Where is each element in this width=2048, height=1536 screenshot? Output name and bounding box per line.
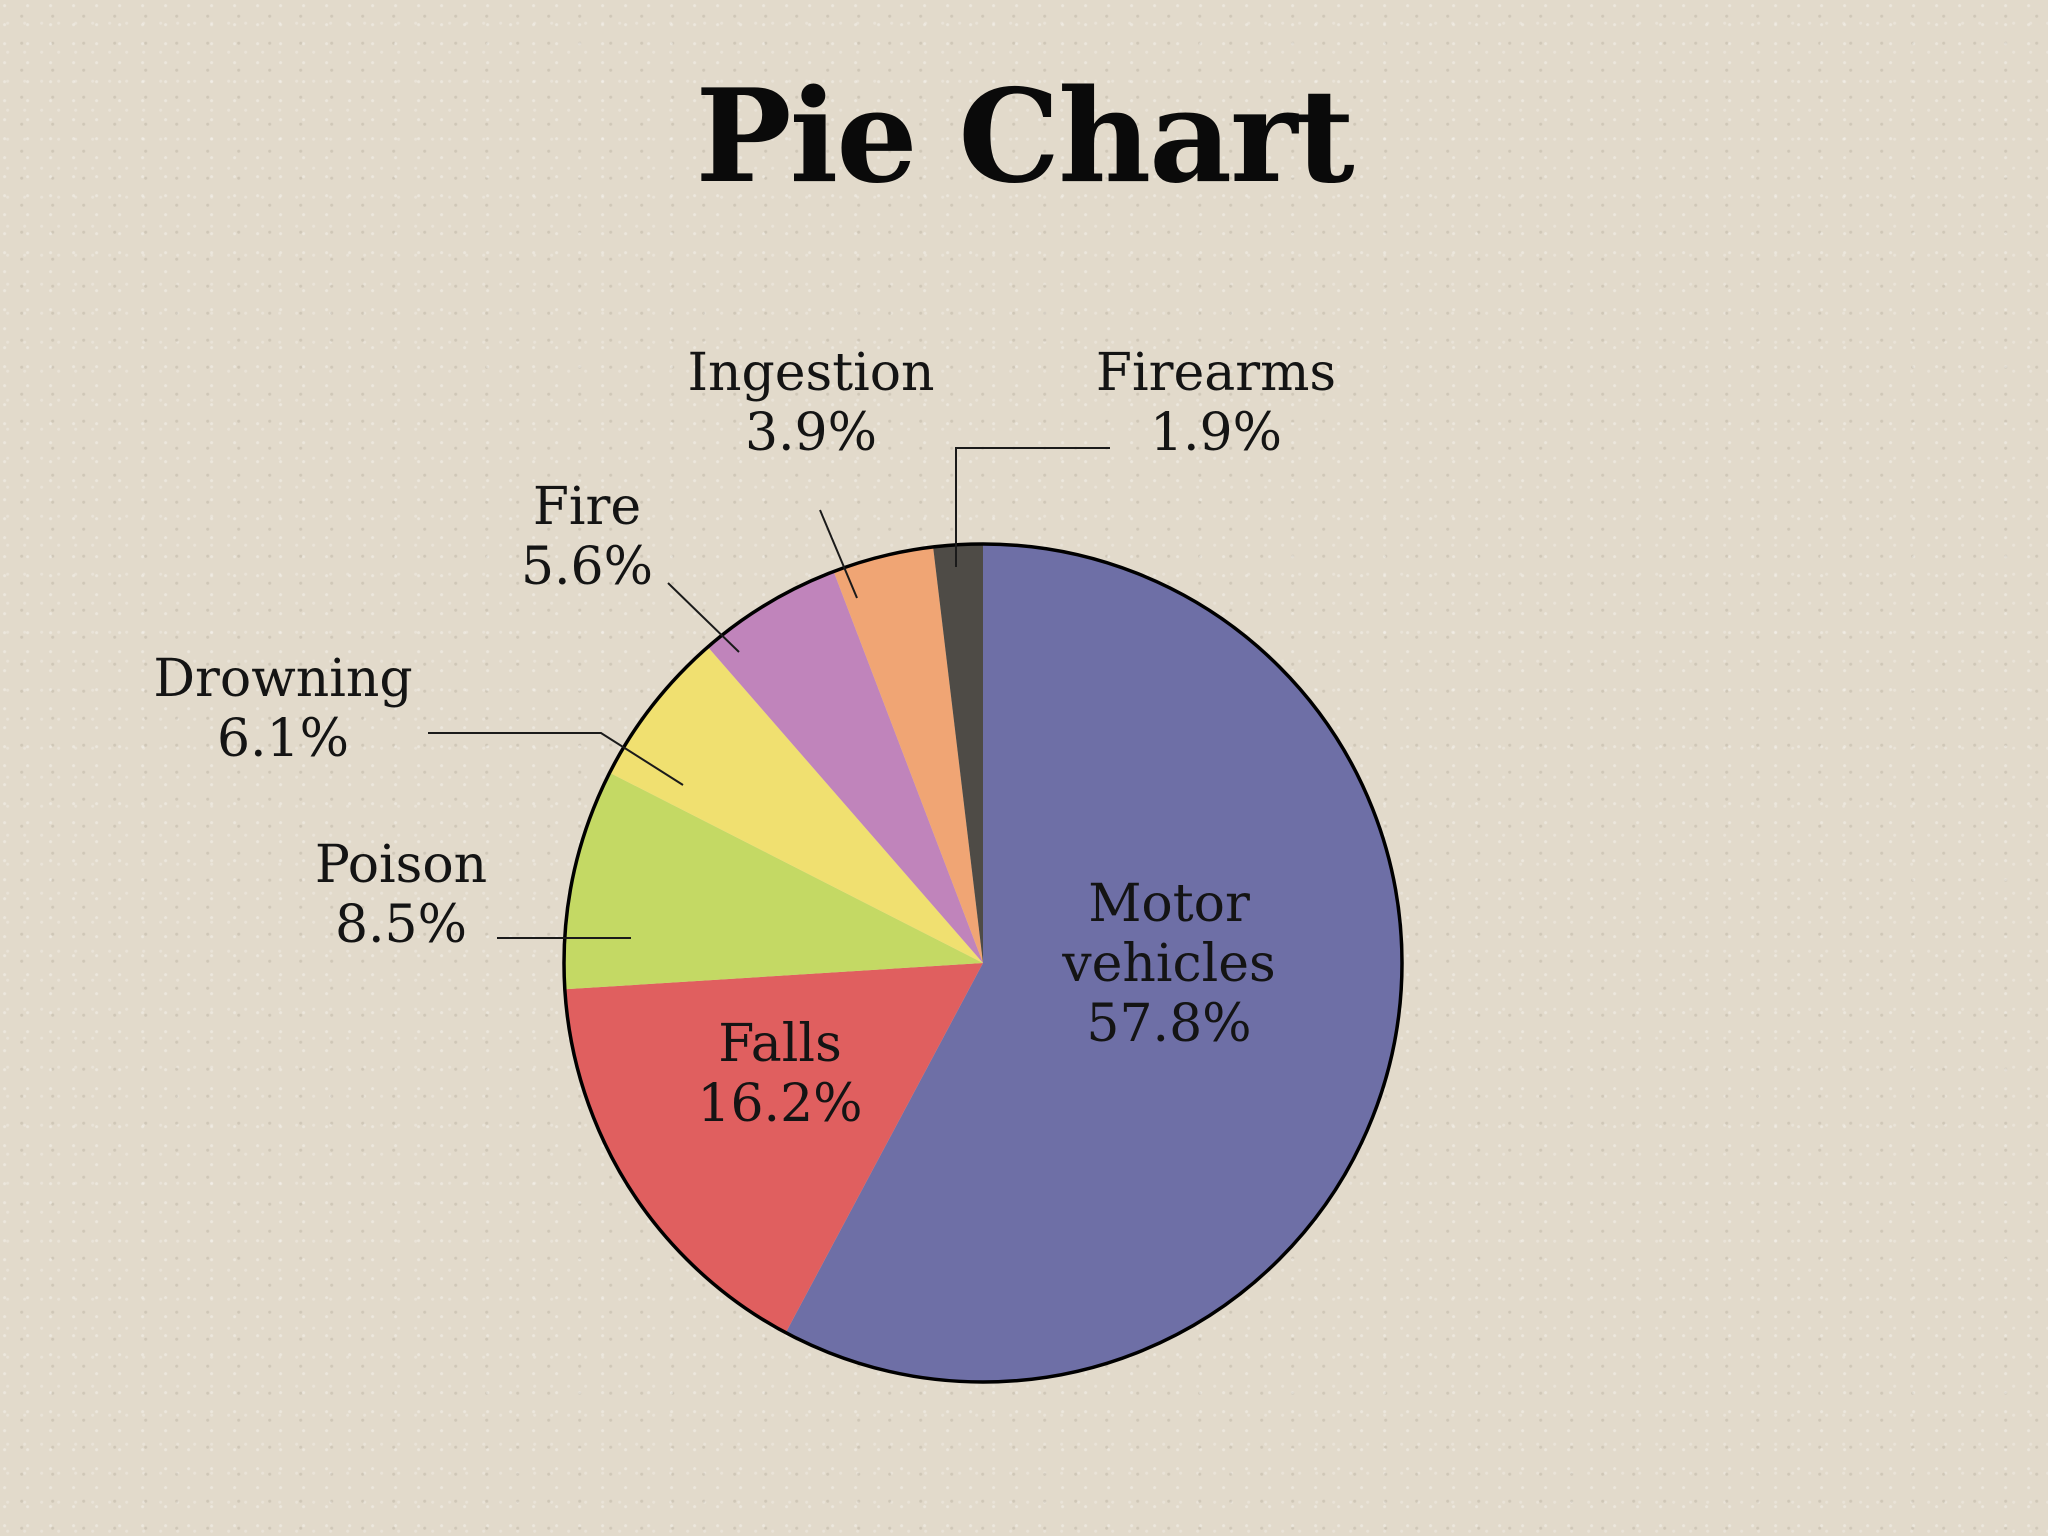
slice-labels: Motor vehicles 57.8% Falls 16.2% Poison 8.5% Dr… — [153, 343, 1336, 1134]
label-ingestion: Ingestion 3.9% — [687, 343, 934, 463]
category-label-drowning: Drowning — [153, 649, 412, 709]
slice-firearms — [933, 544, 983, 963]
label-poison: Poison 8.5% — [315, 835, 487, 955]
category-label-fire: Fire — [533, 477, 641, 537]
category-label-ingestion: Ingestion — [687, 343, 934, 403]
slice-motor — [785, 544, 1403, 1382]
slice-fire — [707, 571, 983, 963]
label-motor: Motor vehicles 57.8% — [1061, 874, 1275, 1054]
label-fire: Fire 5.6% — [521, 477, 653, 597]
value-label-motor: 57.8% — [1086, 994, 1251, 1054]
value-label-falls: 16.2% — [697, 1074, 862, 1134]
slice-ingestion — [833, 546, 983, 963]
chart-title: Pie Chart — [695, 62, 1354, 212]
category-label-firearms: Firearms — [1096, 343, 1336, 403]
value-label-fire: 5.6% — [521, 537, 653, 597]
label-firearms: Firearms 1.9% — [1096, 343, 1336, 463]
leader-line-fire — [667, 582, 740, 653]
value-label-drowning: 6.1% — [217, 709, 349, 769]
value-label-poison: 8.5% — [335, 895, 467, 955]
label-falls: Falls 16.2% — [697, 1014, 862, 1134]
pie-outline — [562, 542, 1404, 1384]
pie-slices — [564, 544, 1403, 1382]
category-label-motor: vehicles — [1061, 934, 1275, 994]
leader-line-firearms — [955, 447, 1110, 567]
label-drowning: Drowning 6.1% — [153, 649, 412, 769]
leader-lines — [428, 447, 1110, 939]
slice-drowning — [609, 646, 983, 963]
leader-line-ingestion — [819, 509, 858, 599]
category-label-motor: Motor — [1088, 874, 1250, 934]
leader-line-drowning — [428, 732, 684, 786]
value-label-ingestion: 3.9% — [745, 403, 877, 463]
category-label-falls: Falls — [718, 1014, 842, 1074]
category-label-poison: Poison — [315, 835, 487, 895]
slice-poison — [564, 772, 983, 990]
value-label-firearms: 1.9% — [1150, 403, 1282, 463]
